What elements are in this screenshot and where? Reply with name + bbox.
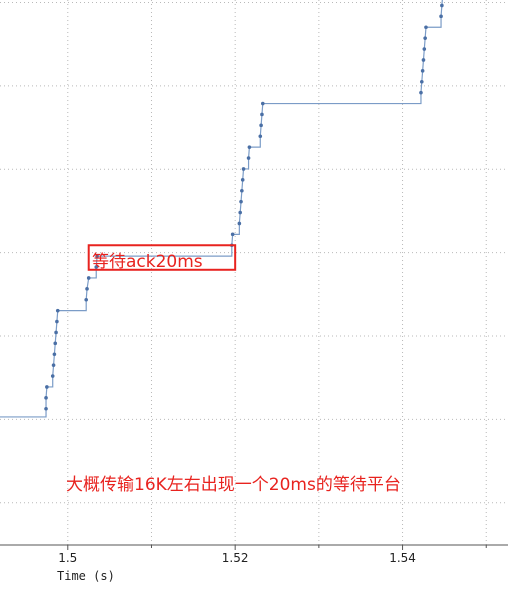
data-point (51, 363, 56, 367)
data-point (45, 385, 49, 389)
data-point (424, 25, 428, 30)
data-point (44, 396, 48, 400)
x-tick-label: 1.54 (389, 551, 416, 565)
data-point (420, 69, 425, 73)
plateau-summary-annotation: 大概传输16K左右出现一个20ms的等待平台 (66, 475, 401, 495)
sequence-step-line (0, 0, 443, 418)
data-point (421, 58, 426, 62)
x-axis-title: Time (s) (57, 569, 115, 583)
data-point (440, 3, 444, 8)
data-point (86, 276, 91, 280)
data-point (241, 167, 246, 171)
series-group (0, 0, 444, 418)
data-point (260, 112, 264, 117)
data-point (259, 123, 263, 128)
data-point (50, 374, 55, 378)
x-axis: 1.5 1.52 1.54 (0, 544, 508, 565)
ack-wait-highlight-box (87, 244, 237, 271)
data-point (53, 341, 58, 346)
data-point (84, 297, 88, 302)
data-point (439, 14, 443, 19)
ack-wait-annotation: 等待ack20ms (92, 252, 203, 272)
data-point (54, 330, 58, 335)
annotation-group: 等待ack20ms 大概传输16K左右出现一个20ms的等待平台 (66, 244, 401, 495)
data-point (260, 101, 265, 106)
data-point (246, 156, 251, 160)
data-point (44, 406, 48, 411)
data-point (239, 199, 243, 204)
data-point (247, 145, 252, 149)
data-point (230, 232, 235, 237)
x-tick-label: 1.5 (58, 551, 77, 565)
data-point (420, 79, 424, 84)
data-point (85, 287, 89, 291)
data-point (238, 210, 242, 215)
grid-lines (0, 0, 508, 545)
data-point (258, 134, 263, 139)
data-point (52, 352, 57, 357)
x-tick-label: 1.52 (222, 551, 249, 565)
data-point (55, 308, 60, 313)
data-point (419, 90, 423, 95)
data-point (94, 265, 99, 269)
data-point (240, 188, 244, 193)
data-point (422, 47, 427, 51)
data-point (237, 221, 242, 226)
data-point (95, 254, 99, 258)
data-point (240, 178, 245, 182)
data-point (423, 36, 427, 40)
data-point (55, 319, 59, 324)
